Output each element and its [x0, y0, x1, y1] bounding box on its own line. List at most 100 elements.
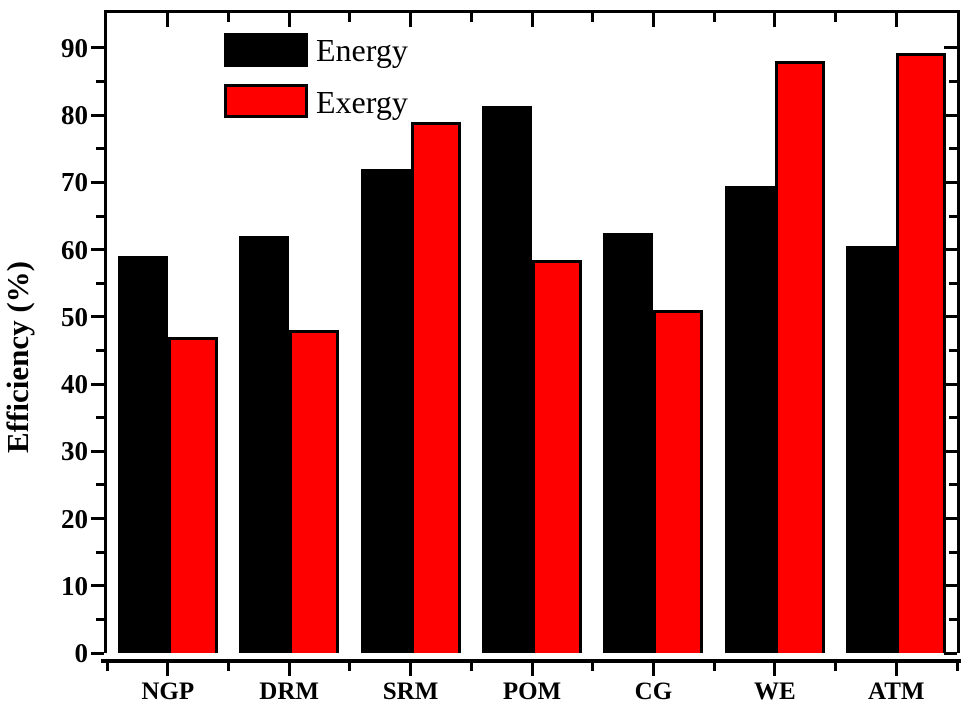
- y-major-tick-right: [944, 584, 957, 588]
- y-major-tick-left: [91, 651, 104, 655]
- y-major-tick-left: [91, 517, 104, 521]
- y-minor-tick-left: [96, 348, 104, 352]
- x-major-tick-bottom: [409, 663, 413, 676]
- x-axis-line: [101, 659, 961, 663]
- x-minor-tick-bottom: [469, 663, 473, 671]
- x-tick-label: POM: [502, 678, 562, 705]
- plot-area: Energy Exergy: [104, 10, 960, 653]
- x-major-tick-top: [773, 13, 777, 27]
- x-tick-label: NGP: [141, 678, 195, 705]
- y-major-tick-right: [944, 180, 957, 184]
- bar-energy-atm: [846, 246, 897, 653]
- y-tick-label: 80: [61, 100, 88, 131]
- x-major-tick-bottom: [166, 663, 170, 676]
- y-major-tick-right: [944, 248, 957, 252]
- x-major-tick-top: [530, 13, 534, 27]
- y-major-tick-left: [91, 382, 104, 386]
- y-major-tick-right: [944, 382, 957, 386]
- bar-exergy-cg: [653, 310, 704, 653]
- y-minor-tick-left: [96, 416, 104, 420]
- x-tick-label: ATM: [868, 678, 925, 705]
- y-minor-tick-left: [96, 483, 104, 487]
- bar-energy-srm: [360, 168, 411, 653]
- x-minor-tick-bottom: [712, 663, 716, 671]
- bar-exergy-ngp: [167, 337, 218, 653]
- y-tick-label: 0: [74, 638, 89, 668]
- bar-exergy-pom: [532, 260, 582, 653]
- y-major-tick-right: [944, 517, 957, 521]
- y-minor-tick-right: [949, 617, 957, 621]
- y-minor-tick-left: [96, 214, 104, 218]
- y-tick-label: 60: [61, 234, 88, 265]
- x-minor-tick-top: [591, 13, 595, 22]
- y-minor-tick-right: [949, 416, 957, 420]
- x-major-tick-top: [287, 13, 291, 27]
- x-tick-label: SRM: [382, 678, 439, 705]
- x-major-tick-top: [651, 13, 655, 27]
- x-minor-tick-top: [834, 13, 838, 22]
- y-major-tick-right: [944, 113, 957, 117]
- legend-label-exergy: Exergy: [316, 84, 408, 120]
- y-major-tick-left: [91, 449, 104, 453]
- x-minor-tick-bottom: [591, 663, 595, 671]
- y-minor-tick-left: [96, 281, 104, 285]
- legend-label-energy: Energy: [316, 32, 408, 68]
- x-minor-tick-bottom: [226, 663, 230, 671]
- bar-energy-pom: [482, 105, 532, 653]
- y-tick-label: 40: [61, 369, 88, 400]
- x-tick-label: WE: [754, 678, 796, 705]
- y-minor-tick-right: [949, 147, 957, 151]
- y-tick-label: 10: [61, 570, 88, 601]
- y-minor-tick-left: [96, 550, 104, 554]
- y-tick-label: 90: [61, 32, 88, 63]
- y-minor-tick-right: [949, 483, 957, 487]
- x-minor-tick-top: [348, 13, 352, 22]
- x-major-tick-bottom: [894, 663, 898, 676]
- x-major-tick-top: [409, 13, 413, 27]
- y-tick-label: 30: [61, 436, 88, 467]
- y-minor-tick-right: [949, 214, 957, 218]
- y-major-tick-left: [91, 315, 104, 319]
- y-major-tick-right: [944, 315, 957, 319]
- y-tick-label: 20: [61, 503, 88, 534]
- y-minor-tick-left: [96, 617, 104, 621]
- y-major-tick-right: [944, 449, 957, 453]
- bar-exergy-drm: [289, 330, 340, 653]
- bar-exergy-srm: [410, 121, 461, 653]
- y-major-tick-right: [944, 651, 957, 655]
- legend-swatch-energy: [224, 33, 308, 67]
- x-major-tick-top: [166, 13, 170, 27]
- x-minor-tick-bottom: [955, 663, 959, 671]
- y-major-tick-left: [91, 113, 104, 117]
- bar-exergy-atm: [896, 53, 947, 653]
- y-minor-tick-right: [949, 281, 957, 285]
- x-major-tick-bottom: [651, 663, 655, 676]
- y-major-tick-left: [91, 584, 104, 588]
- bar-energy-drm: [239, 236, 290, 653]
- y-tick-label: 70: [61, 167, 88, 198]
- y-minor-tick-left: [96, 80, 104, 84]
- y-minor-tick-left: [96, 147, 104, 151]
- bar-energy-cg: [603, 232, 654, 653]
- y-minor-tick-right: [949, 550, 957, 554]
- bar-exergy-we: [774, 61, 825, 653]
- x-major-tick-bottom: [773, 663, 777, 676]
- x-major-tick-bottom: [287, 663, 291, 676]
- x-minor-tick-top: [469, 13, 473, 22]
- x-tick-label: CG: [634, 678, 673, 705]
- bar-energy-we: [724, 185, 775, 653]
- bar-energy-ngp: [117, 256, 168, 653]
- y-major-tick-left: [91, 46, 104, 50]
- legend-swatch-exergy: [224, 84, 308, 118]
- x-minor-tick-top: [226, 13, 230, 22]
- x-minor-tick-bottom: [834, 663, 838, 671]
- x-major-tick-bottom: [530, 663, 534, 676]
- x-tick-label: DRM: [259, 678, 319, 705]
- y-tick-label: 50: [61, 301, 88, 332]
- x-minor-tick-top: [712, 13, 716, 22]
- x-major-tick-top: [894, 13, 898, 27]
- y-major-tick-left: [91, 248, 104, 252]
- y-minor-tick-right: [949, 80, 957, 84]
- bars-layer: [107, 13, 957, 653]
